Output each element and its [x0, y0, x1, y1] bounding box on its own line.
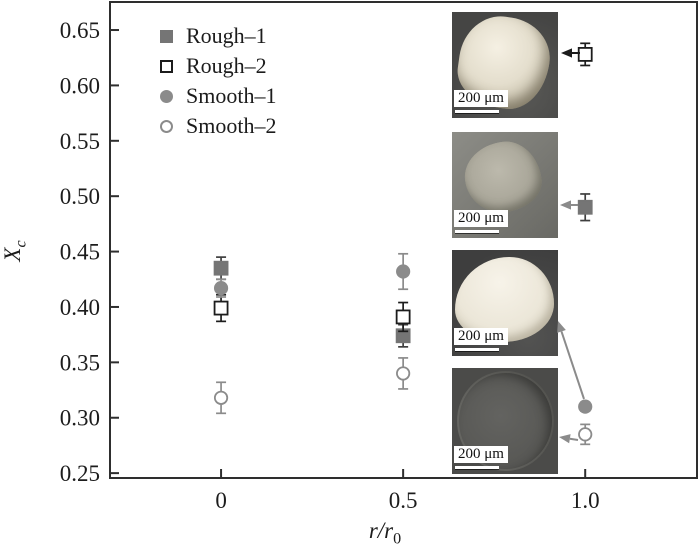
legend-entry-smooth-2: Smooth–2 [160, 111, 276, 141]
scale-bar [455, 348, 499, 351]
inset-micrograph-rough-1: 200 μm [452, 132, 558, 238]
legend-label: Rough–2 [186, 53, 267, 78]
y-tick-label: 0.25 [60, 461, 100, 486]
y-axis-title: Xc [0, 221, 30, 281]
scale-bar-label: 200 μm [454, 210, 508, 227]
y-tick-label: 0.60 [60, 73, 100, 98]
x-tick-label: 1.0 [571, 488, 600, 513]
y-tick-label: 0.35 [60, 350, 100, 375]
data-point [578, 427, 593, 442]
scale-bar-label: 200 μm [454, 328, 508, 345]
annotation-arrow-head [561, 48, 572, 58]
inset-micrograph-smooth-2: 200 μm [452, 368, 558, 474]
data-point [577, 46, 593, 62]
scale-bar-label: 200 μm [454, 446, 508, 463]
annotation-arrow-head [559, 434, 571, 444]
data-point [213, 300, 229, 316]
data-point [396, 366, 411, 381]
y-axis-title-main: X [0, 247, 25, 262]
x-tick-label: 0.5 [389, 488, 418, 513]
legend-label: Rough–1 [186, 23, 267, 48]
scale-bar [455, 466, 499, 469]
legend-entry-rough-1: Rough–1 [160, 21, 276, 51]
inset-micrograph-smooth-1: 200 μm [452, 250, 558, 356]
y-tick-label: 0.55 [60, 129, 100, 154]
x-axis-title: r/r0 [340, 518, 430, 547]
scale-bar [455, 110, 499, 113]
data-point [395, 309, 411, 325]
y-axis-title-subscript: c [12, 240, 30, 248]
legend-label: Smooth–1 [186, 83, 277, 108]
scale-bar-label: 200 μm [454, 90, 508, 107]
open-circle-marker-icon [160, 119, 173, 133]
legend-entry-smooth-1: Smooth–1 [160, 81, 276, 111]
legend-label: Smooth–2 [186, 113, 277, 138]
x-axis-title-main: r/r [368, 518, 394, 543]
y-tick-label: 0.30 [60, 406, 100, 431]
data-point [578, 399, 593, 414]
annotation-arrow-head [560, 200, 571, 210]
x-axis-title-subscript: 0 [393, 530, 402, 548]
x-tick-label: 0 [215, 488, 227, 513]
filled-circle-marker-icon [160, 89, 173, 103]
data-point [396, 264, 411, 279]
data-point [213, 281, 229, 296]
annotation-arrow-line [560, 331, 585, 400]
scale-bar [455, 230, 499, 233]
y-tick-label: 0.40 [60, 295, 100, 320]
legend: Rough–1 Rough–2 Smooth–1 Smooth–2 [160, 21, 276, 141]
data-point [213, 390, 229, 405]
legend-entry-rough-2: Rough–2 [160, 51, 276, 81]
open-square-marker-icon [160, 59, 173, 73]
inset-micrograph-rough-2: 200 μm [452, 12, 558, 118]
data-point [213, 260, 229, 276]
filled-square-marker-icon [160, 29, 173, 43]
y-tick-label: 0.45 [60, 240, 100, 265]
annotation-arrow-line [569, 437, 579, 441]
data-point [577, 199, 593, 215]
y-tick-label: 0.50 [60, 184, 100, 209]
y-tick-label: 0.65 [60, 18, 100, 43]
annotation-arrow-head [557, 321, 566, 333]
